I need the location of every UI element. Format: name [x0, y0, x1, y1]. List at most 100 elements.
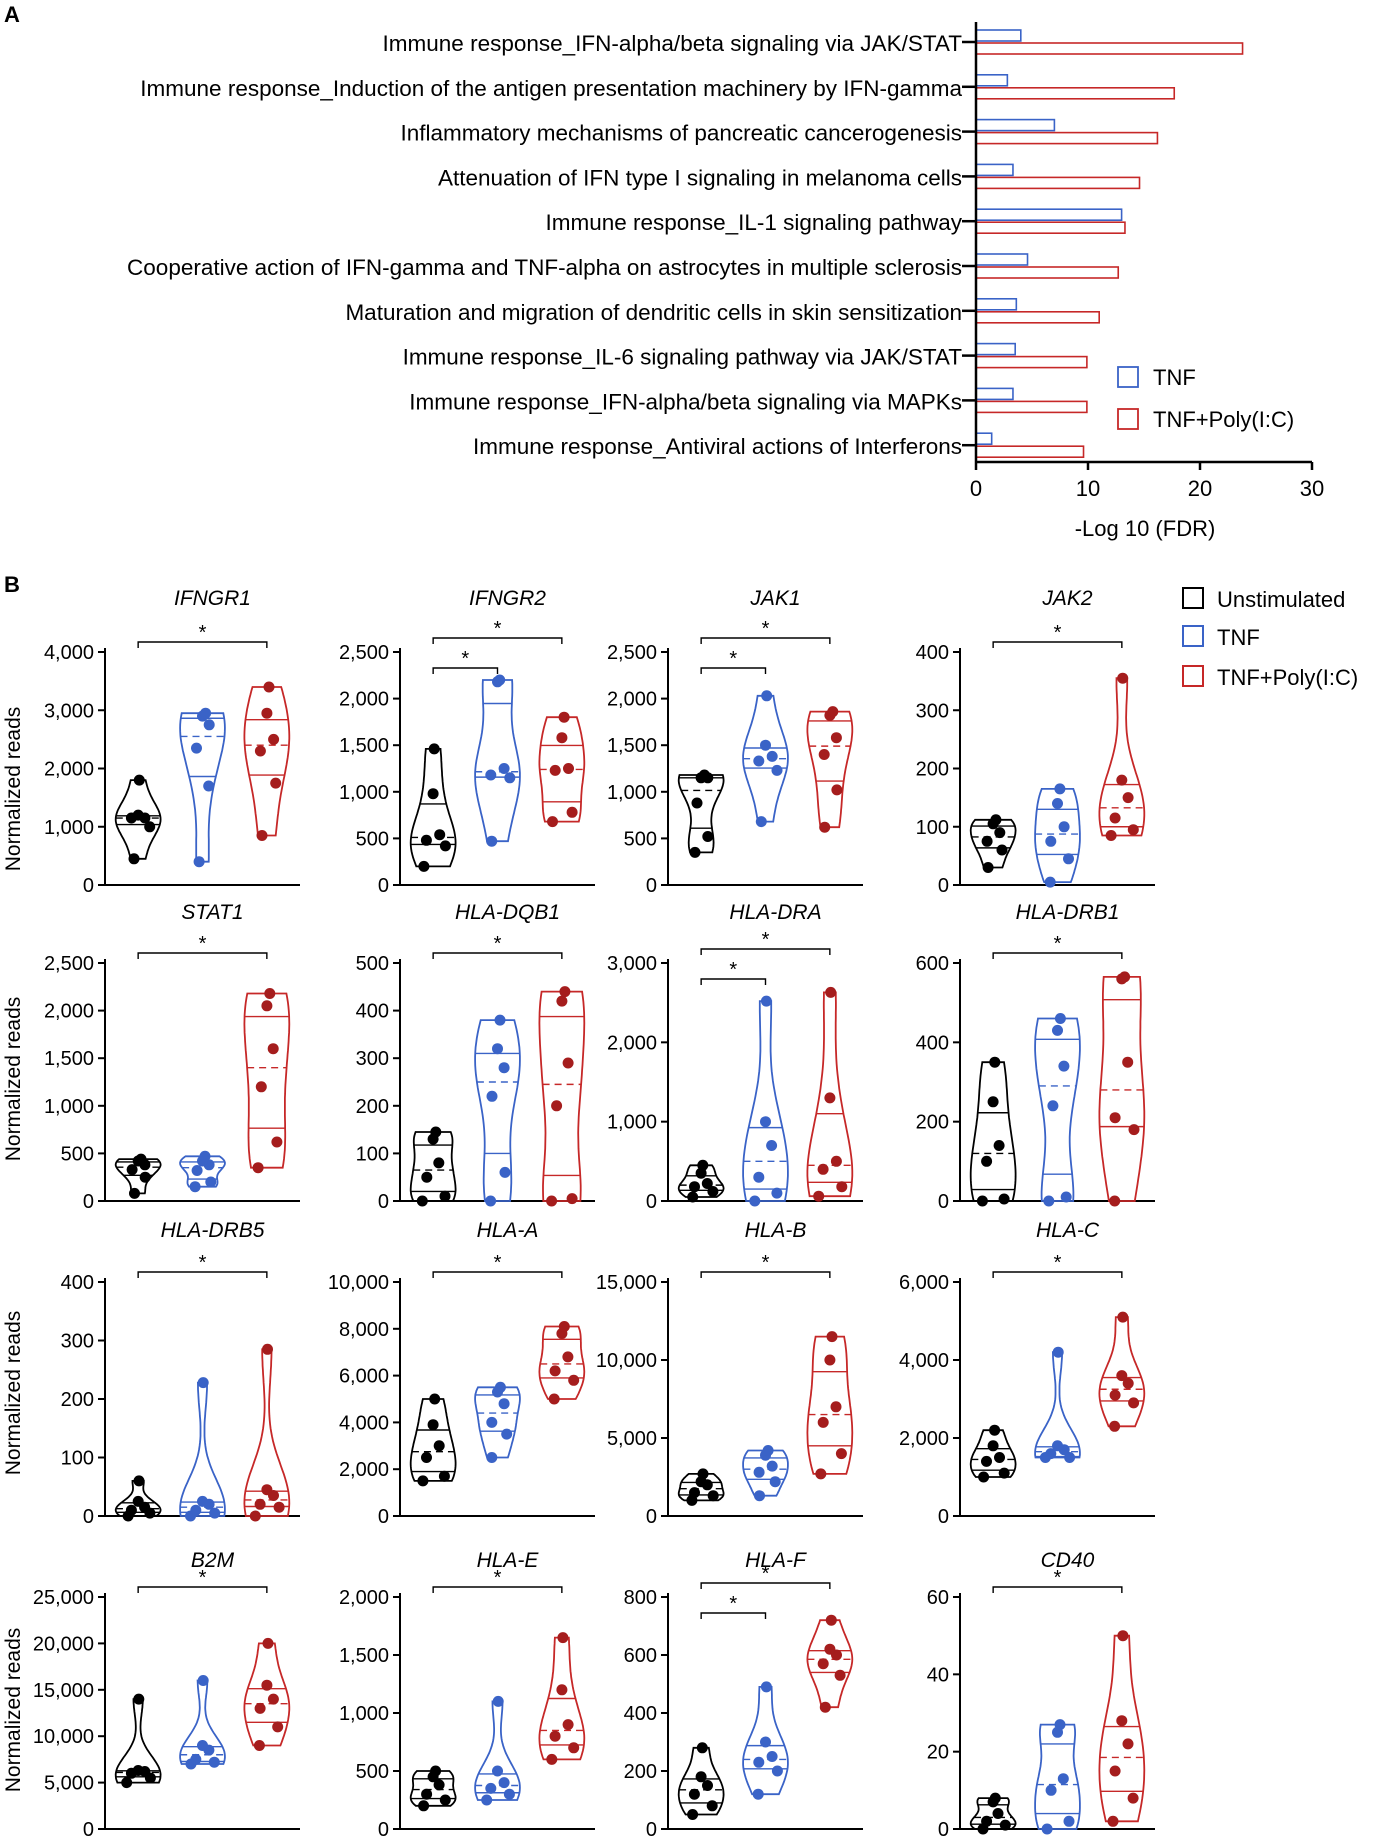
- data-point: [264, 988, 276, 999]
- data-point: [191, 1165, 203, 1176]
- data-point: [558, 1321, 570, 1332]
- y-tick-label: 600: [916, 953, 949, 975]
- data-point: [1117, 1630, 1129, 1642]
- y-tick-label: 0: [646, 1191, 657, 1213]
- y-tick-label: 8,000: [339, 1319, 389, 1341]
- category-label: Immune response_Induction of the antigen…: [140, 76, 962, 101]
- y-axis-label: Normalized reads: [2, 707, 25, 872]
- x-axis-label: -Log 10 (FDR): [1075, 516, 1216, 541]
- data-point: [689, 1487, 700, 1499]
- data-point: [824, 1643, 836, 1655]
- data-point: [125, 1504, 137, 1516]
- violin-outline: [742, 1449, 789, 1497]
- violin-chart-ifngr2: IFNGR2 0 500 1,000 1,500 2,000 2,500 * *: [339, 587, 595, 897]
- y-tick-label: 400: [916, 1032, 949, 1054]
- data-point: [992, 1808, 1004, 1819]
- data-point: [557, 1632, 569, 1644]
- chart-title: B2M: [191, 1549, 235, 1572]
- data-point: [547, 816, 558, 828]
- data-point: [753, 1756, 765, 1768]
- y-tick-label: 200: [916, 1112, 949, 1134]
- violin-outline: [1034, 1017, 1081, 1202]
- y-tick-label: 1,500: [607, 735, 657, 757]
- y-tick-label: 2,000: [339, 1459, 389, 1481]
- bar-tnf-poly: [975, 221, 1126, 234]
- data-point: [994, 1452, 1005, 1463]
- violin-outline: [969, 818, 1017, 869]
- data-point: [1122, 1738, 1134, 1750]
- violin-outline: [179, 1679, 226, 1765]
- data-point: [494, 1014, 506, 1026]
- data-point: [498, 1777, 510, 1789]
- violin-outline: [474, 1019, 521, 1202]
- data-point: [999, 1819, 1011, 1831]
- violin-outline: [969, 1429, 1017, 1478]
- data-point: [132, 1495, 144, 1507]
- data-point: [498, 1398, 510, 1410]
- data-point: [989, 1424, 1001, 1436]
- significance-bracket: [992, 1271, 1123, 1278]
- data-point: [760, 739, 771, 751]
- violin-chart-ifngr1: IFNGR1 Normalized reads 0 1,000 2,000 3,000 4,…: [2, 587, 300, 897]
- category-label: Attenuation of IFN type I signaling in m…: [438, 165, 962, 190]
- data-point: [261, 1484, 273, 1496]
- violin-outline: [409, 1770, 457, 1807]
- data-point: [189, 1181, 201, 1193]
- data-point: [261, 707, 273, 719]
- data-point: [439, 1190, 451, 1202]
- significance-star: *: [199, 1252, 207, 1274]
- significance-star: *: [762, 1563, 770, 1585]
- data-point: [492, 1043, 503, 1055]
- violin-outline: [243, 1642, 291, 1747]
- data-point: [504, 772, 516, 784]
- y-tick-label: 2,500: [607, 642, 657, 664]
- y-tick-label: 0: [378, 1506, 389, 1528]
- y-tick-label: 800: [624, 1587, 657, 1609]
- significance-bracket: [432, 637, 563, 644]
- y-tick-label: 0: [646, 1819, 657, 1836]
- y-tick-label: 60: [927, 1587, 949, 1609]
- data-point: [253, 1740, 265, 1751]
- y-tick-label: 1,500: [339, 1645, 389, 1667]
- data-point: [568, 1742, 580, 1754]
- data-point: [819, 821, 831, 833]
- significance-bracket: [700, 1582, 831, 1589]
- y-tick-label: 0: [83, 1191, 94, 1213]
- y-tick-label: 4,000: [899, 1350, 949, 1372]
- y-tick-label: 15,000: [596, 1272, 657, 1294]
- data-point: [132, 1765, 144, 1776]
- data-point: [830, 732, 842, 744]
- data-point: [562, 1351, 574, 1363]
- data-point: [826, 1331, 838, 1343]
- legend-label: TNF+Poly(I:C): [1217, 665, 1358, 690]
- violin-outline: [474, 1386, 521, 1459]
- y-tick-label: 100: [61, 1448, 94, 1470]
- data-point: [702, 831, 714, 842]
- y-tick-label: 2,000: [44, 759, 94, 781]
- data-point: [998, 1193, 1010, 1205]
- data-point: [1109, 1112, 1121, 1124]
- significance-bracket: [137, 641, 268, 648]
- y-tick-label: 0: [938, 1191, 949, 1213]
- violin-outline: [806, 991, 854, 1198]
- data-point: [486, 835, 498, 847]
- y-tick-label: 0: [83, 1506, 94, 1528]
- violin-outline: [243, 992, 291, 1169]
- x-tick-label: 20: [1188, 476, 1212, 501]
- y-tick-label: 300: [916, 700, 949, 722]
- data-point: [121, 1777, 133, 1789]
- y-tick-label: 6,000: [339, 1366, 389, 1388]
- data-point: [981, 1155, 993, 1167]
- data-point: [1054, 783, 1066, 795]
- data-point: [1109, 1765, 1121, 1777]
- data-point: [706, 1800, 718, 1812]
- data-point: [1054, 1013, 1066, 1024]
- data-point: [486, 1416, 498, 1428]
- violin-outline: [677, 1746, 725, 1816]
- bar-tnf: [975, 297, 1018, 311]
- chart-title: HLA-E: [477, 1549, 540, 1572]
- data-point: [263, 681, 275, 693]
- violin-outline: [1034, 1723, 1081, 1830]
- significance-bracket: [700, 1271, 831, 1278]
- significance-star: *: [729, 959, 737, 981]
